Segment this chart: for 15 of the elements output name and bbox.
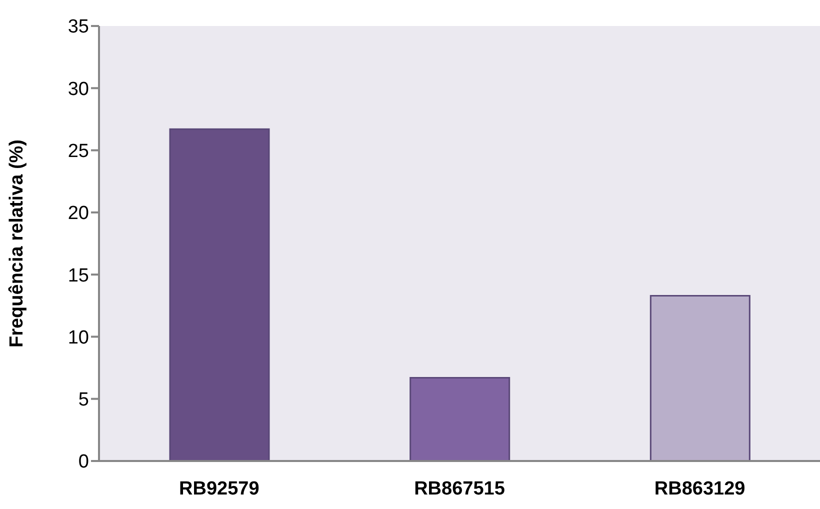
y-tick-label: 25	[68, 141, 89, 162]
y-tick-label: 0	[78, 452, 89, 473]
y-tick-label: 20	[68, 203, 89, 224]
y-tick-label: 15	[68, 265, 89, 286]
x-tick-label: RB863129	[654, 478, 746, 500]
y-tick-label: 5	[78, 390, 89, 411]
y-tick-label: 10	[68, 327, 89, 348]
x-tick-label: RB867515	[414, 478, 506, 500]
y-tick-label: 30	[68, 78, 89, 100]
x-tick-label: RB92579	[179, 478, 260, 500]
bar	[169, 128, 270, 461]
y-tick-label: 35	[68, 16, 89, 38]
bar	[410, 376, 510, 461]
y-axis-title: Frequência relativa (%)	[6, 139, 28, 348]
bar	[650, 294, 750, 461]
